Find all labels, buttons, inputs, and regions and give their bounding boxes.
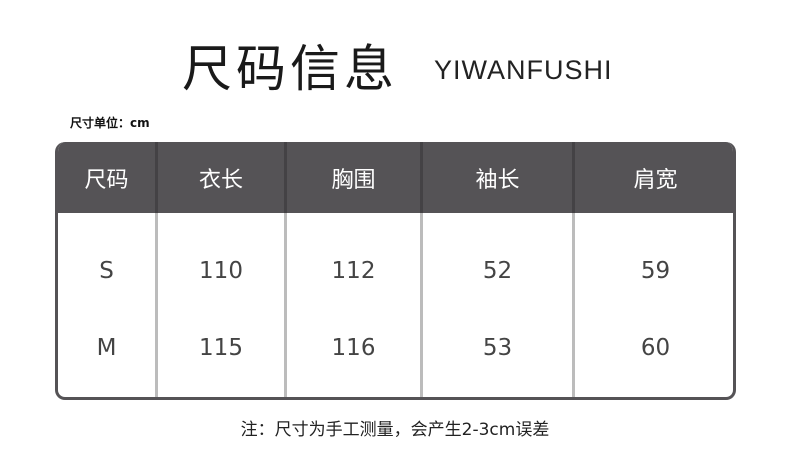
header-size: 尺码 <box>84 167 129 193</box>
cell-chest: 112 <box>331 258 376 284</box>
table-header <box>58 142 733 213</box>
column-divider <box>155 142 158 397</box>
cell-sleeve: 52 <box>482 258 513 284</box>
cell-size: M <box>96 335 117 361</box>
cell-shoulder: 60 <box>640 335 671 361</box>
cell-chest: 116 <box>331 335 376 361</box>
cell-length: 115 <box>199 335 243 361</box>
cell-shoulder: 59 <box>640 258 671 284</box>
unit-label: 尺寸单位：cm <box>70 116 150 130</box>
column-divider <box>284 142 287 397</box>
cell-length: 110 <box>199 258 243 284</box>
cell-size: S <box>99 258 114 284</box>
header-length: 衣长 <box>198 167 243 193</box>
size-table: 尺码 衣长 胸围 袖长 肩宽 S 110 112 52 59 M 115 116… <box>55 142 736 400</box>
brand-subtitle: YIWANFUSHI <box>434 55 613 85</box>
header-sleeve: 袖长 <box>475 167 520 193</box>
column-divider <box>572 142 575 397</box>
page-title: 尺码信息 <box>182 40 398 98</box>
measurement-note: 注：尺寸为手工测量，会产生2-3cm误差 <box>240 420 550 440</box>
header-shoulder: 肩宽 <box>633 167 678 193</box>
column-divider <box>420 142 423 397</box>
cell-sleeve: 53 <box>482 335 513 361</box>
header-chest: 胸围 <box>331 167 376 193</box>
